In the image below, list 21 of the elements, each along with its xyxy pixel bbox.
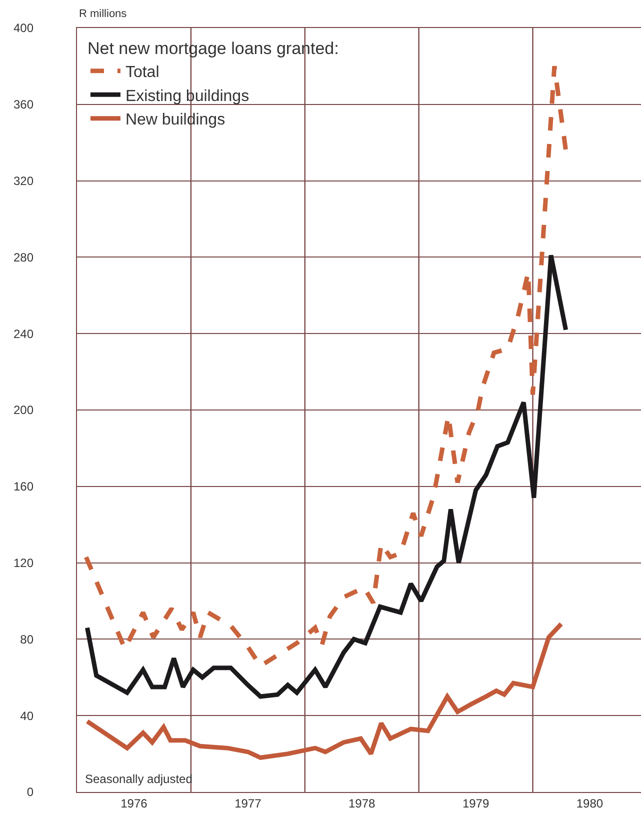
line-series xyxy=(84,64,568,668)
x-tick-label: 1976 xyxy=(120,796,148,810)
x-tick-label: 1979 xyxy=(462,796,490,810)
legend-label: Total xyxy=(125,64,160,82)
y-axis-title: R millions xyxy=(79,8,128,20)
y-tick-label: 280 xyxy=(13,250,34,264)
y-tick-label: 200 xyxy=(13,403,34,418)
y-tick-label: 400 xyxy=(13,21,34,36)
y-tick-label: 40 xyxy=(20,708,34,723)
y-tick-label: 160 xyxy=(13,480,34,494)
y-tick-label: 0 xyxy=(26,785,34,800)
y-tick-label: 320 xyxy=(13,174,34,188)
y-tick-label: 80 xyxy=(20,632,34,646)
x-tick-label: 1977 xyxy=(234,796,262,810)
x-tick-label: 1980 xyxy=(576,796,604,810)
y-tick-label: 120 xyxy=(13,556,34,570)
y-tick-label: 360 xyxy=(13,98,34,112)
line-series xyxy=(85,253,568,699)
x-tick-label: 1978 xyxy=(348,796,376,810)
y-tick-label: 240 xyxy=(13,326,34,341)
line-series xyxy=(85,622,564,760)
